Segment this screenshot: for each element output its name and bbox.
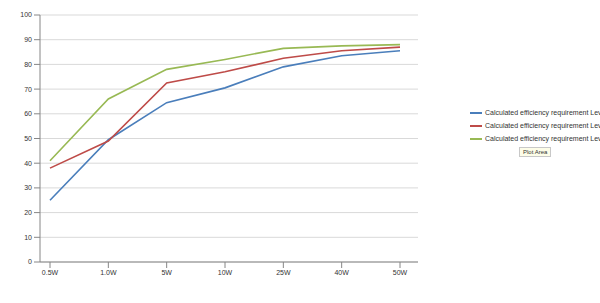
svg-text:80: 80: [24, 61, 32, 68]
svg-text:0: 0: [28, 258, 32, 265]
svg-text:30: 30: [24, 184, 32, 191]
svg-text:10: 10: [24, 234, 32, 241]
svg-text:5W: 5W: [161, 269, 172, 276]
svg-text:100: 100: [20, 11, 32, 18]
svg-text:10W: 10W: [218, 269, 233, 276]
html-text:Plot Area: Plot Area: [523, 149, 548, 155]
svg-text:0.5W: 0.5W: [42, 269, 59, 276]
svg-text:40: 40: [24, 160, 32, 167]
svg-text:25W: 25W: [276, 269, 291, 276]
svg-text:50: 50: [24, 135, 32, 142]
svg-text:40W: 40W: [334, 269, 349, 276]
svg-text:60: 60: [24, 110, 32, 117]
svg-text:90: 90: [24, 36, 32, 43]
svg-text:50W: 50W: [393, 269, 408, 276]
svg-text:70: 70: [24, 86, 32, 93]
svg-text:20: 20: [24, 209, 32, 216]
svg-text:1.0W: 1.0W: [100, 269, 117, 276]
